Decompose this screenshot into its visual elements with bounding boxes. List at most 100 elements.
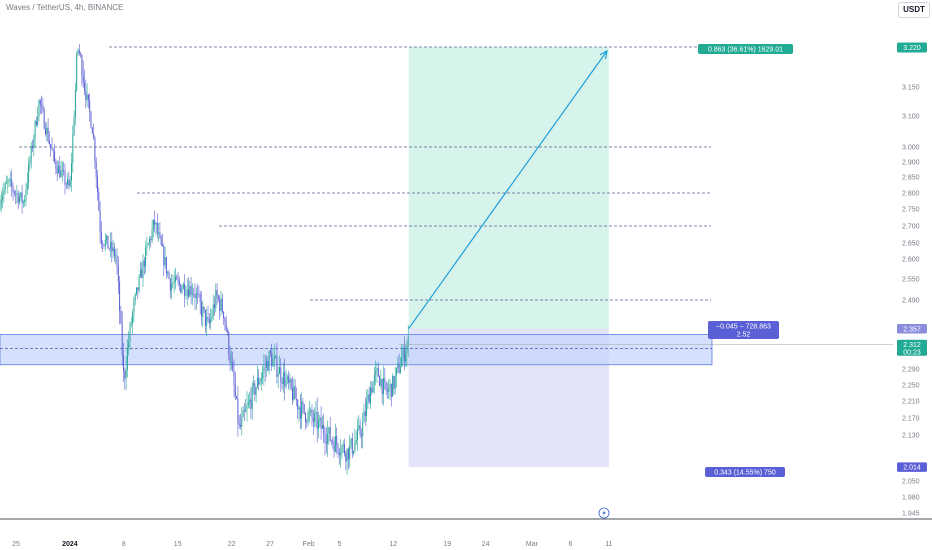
candle-body-241 [312,417,314,422]
y-tick-label-19: 2.170 [902,416,920,423]
candle-body-69 [89,100,91,113]
candle-body-3 [3,190,5,196]
candle-body-193 [250,399,252,409]
candle-body-57 [73,117,75,135]
y-tick-label-22: 2.050 [902,479,920,486]
candle-body-293 [380,379,382,386]
candle-body-47 [60,170,62,178]
candle-body-91 [117,266,119,282]
candle-body-96 [124,370,126,379]
candle-body-218 [282,372,284,384]
candle-body-0 [0,205,1,209]
candle-body-189 [245,409,247,412]
candle-body-266 [345,453,347,462]
candle-body-139 [180,284,182,293]
projection-arrow-line [408,50,608,329]
candle-body-101 [130,322,132,325]
y-tick-label-4: 2.900 [902,160,920,167]
candle-body-77 [99,210,101,233]
candle-body-222 [288,376,290,383]
candle-body-310 [402,347,404,358]
candle-body-52 [67,179,69,185]
candle-body-123 [159,232,161,237]
candle-body-205 [266,361,267,368]
currency-button[interactable]: USDT [898,2,930,18]
projection-arrow-head [599,49,608,59]
candle-body-265 [344,444,345,454]
candle-body-305 [396,367,397,376]
candle-body-51 [65,184,67,186]
candle-body-38 [48,140,50,144]
candle-body-162 [210,318,212,324]
candle-body-143 [185,295,187,296]
x-tick-label-13: 11 [605,541,612,548]
candle-body-270 [350,438,352,446]
candle-body-90 [116,255,118,267]
candle-body-243 [315,411,317,414]
candle-body-209 [271,353,273,367]
candle-body-295 [383,378,384,395]
candle-body-93 [120,311,122,324]
candle-body-36 [46,127,48,134]
candle-body-206 [267,361,269,371]
candle-body-85 [110,241,111,249]
candle-body-13 [16,193,18,194]
candle-body-242 [314,413,316,422]
candle-body-133 [172,283,174,284]
candle-body-188 [243,410,245,412]
y-tick-label-7: 2.750 [902,207,920,214]
y-tick-label-20: 2.130 [902,433,920,440]
candle-body-308 [399,366,401,373]
x-tick-label-3: 15 [174,541,182,548]
candle-body-155 [201,302,202,317]
candle-body-200 [259,381,261,385]
candle-body-166 [215,290,217,308]
candle-body-191 [247,402,249,406]
y-tick-label-16: 2.290 [902,367,920,374]
candle-body-238 [308,411,310,413]
candle-body-250 [324,434,326,442]
candle-body-92 [119,281,121,312]
candle-body-262 [340,453,342,456]
candle-body-192 [249,399,251,403]
candle-body-138 [178,280,180,285]
candle-body-10 [12,186,14,192]
candle-body-78 [100,232,102,244]
candle-body-239 [310,409,312,412]
candle-body-173 [224,318,226,323]
symbol-title: Waves / TetherUS, 4h, BINANCE [6,3,124,12]
stop-axis-badge [897,462,927,472]
candle-body-4 [4,183,6,191]
candle-body-142 [184,284,186,296]
candle-body-115 [149,238,150,244]
candle-body-55 [71,163,72,181]
candle-body-29 [37,116,39,125]
candle-body-178 [230,361,232,363]
candle-body-126 [163,246,165,266]
y-tick-label-1: 3.150 [902,85,920,92]
candle-body-62 [80,53,82,55]
candle-body-84 [108,248,110,250]
candle-body-147 [190,286,192,295]
candle-body-71 [91,127,93,134]
candle-body-42 [54,151,56,162]
candle-body-87 [112,247,114,252]
candle-body-141 [182,284,184,289]
y-tick-label-11: 2.550 [902,277,920,284]
candle-body-54 [69,180,71,186]
candle-body-103 [133,301,135,313]
candle-body-304 [394,375,396,389]
candle-body-179 [232,361,234,371]
candle-body-232 [301,401,303,419]
candle-body-235 [305,412,306,423]
candle-body-294 [381,379,383,395]
candle-body-72 [93,133,95,138]
candle-body-271 [351,438,353,454]
candle-body-9 [11,179,13,187]
candle-body-19 [24,199,26,202]
candle-body-98 [126,347,128,370]
candle-body-216 [280,367,282,382]
candle-body-104 [134,294,136,302]
candle-body-197 [255,387,257,395]
